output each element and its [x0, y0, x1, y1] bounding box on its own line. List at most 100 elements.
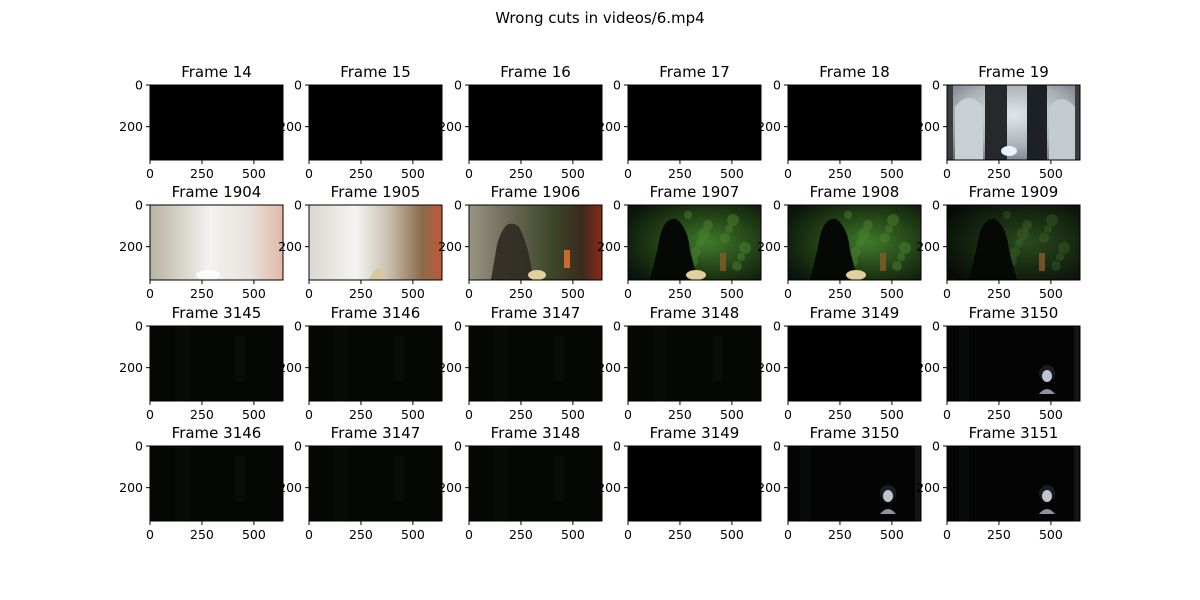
x-tick-label: 0 [305, 527, 313, 542]
frame-image [788, 85, 921, 160]
figure-title: Wrong cuts in videos/6.mp4 [495, 9, 705, 27]
frame-title: Frame 1906 [491, 183, 581, 201]
frame-image [150, 205, 283, 280]
frame-image [469, 446, 602, 521]
axes-frame [627, 204, 762, 281]
frame-title: Frame 3145 [172, 304, 262, 322]
x-tick-label: 0 [624, 166, 632, 181]
frame-image [469, 326, 602, 401]
x-tick-label: 0 [943, 407, 951, 422]
x-tick-label: 250 [190, 286, 214, 301]
x-tick-label: 250 [987, 286, 1011, 301]
frame-image [628, 446, 761, 521]
frame-image [469, 205, 602, 280]
y-tick-label: 200 [916, 480, 940, 495]
x-tick-label: 250 [509, 286, 533, 301]
axes-frame [787, 84, 922, 161]
frame-title: Frame 1909 [969, 183, 1059, 201]
y-tick-label: 0 [454, 439, 462, 454]
x-tick-label: 500 [880, 527, 904, 542]
x-tick-label: 0 [943, 286, 951, 301]
frame-title: Frame 3149 [810, 304, 900, 322]
frame-title: Frame 1908 [810, 183, 900, 201]
frame-panel: Frame 3146 0 250 500 0 200 [278, 304, 443, 422]
x-tick-label: 500 [401, 407, 425, 422]
y-tick-label: 0 [613, 198, 621, 213]
x-tick-label: 250 [668, 527, 692, 542]
frame-panel: Frame 17 0 250 500 0 200 [597, 63, 762, 181]
y-tick-label: 0 [135, 198, 143, 213]
x-tick-label: 250 [190, 527, 214, 542]
x-tick-label: 500 [720, 407, 744, 422]
frame-title: Frame 18 [819, 63, 890, 81]
x-tick-label: 250 [349, 407, 373, 422]
x-tick-label: 250 [509, 407, 533, 422]
y-tick-label: 200 [119, 119, 143, 134]
y-tick-label: 200 [916, 360, 940, 375]
y-tick-label: 0 [613, 319, 621, 334]
y-tick-label: 0 [294, 319, 302, 334]
x-tick-label: 500 [561, 527, 585, 542]
frame-image [469, 85, 602, 160]
x-tick-label: 0 [624, 407, 632, 422]
frame-title: Frame 1904 [172, 183, 262, 201]
x-tick-label: 0 [624, 286, 632, 301]
y-tick-label: 0 [932, 198, 940, 213]
x-tick-label: 500 [242, 527, 266, 542]
axes-frame [946, 445, 1081, 522]
x-tick-label: 0 [465, 286, 473, 301]
frame-image [150, 446, 283, 521]
frame-title: Frame 19 [978, 63, 1049, 81]
frame-panel: Frame 14 0 250 500 0 200 [119, 63, 284, 181]
frame-image [947, 205, 1080, 280]
frame-panel: Frame 3148 0 250 500 0 200 [438, 424, 603, 542]
x-tick-label: 0 [784, 166, 792, 181]
frame-panel: Frame 15 0 250 500 0 200 [278, 63, 443, 181]
x-tick-label: 500 [880, 166, 904, 181]
axes-frame [308, 445, 443, 522]
frame-panel: Frame 1906 0 250 500 0 200 [438, 183, 603, 301]
axes-frame [787, 325, 922, 402]
frame-panel: Frame 1909 0 250 500 0 200 [916, 183, 1081, 301]
x-tick-label: 500 [561, 407, 585, 422]
frame-title: Frame 3150 [969, 304, 1059, 322]
y-tick-label: 200 [438, 119, 462, 134]
axes-frame [946, 325, 1081, 402]
frame-panel: Frame 16 0 250 500 0 200 [438, 63, 603, 181]
frame-panel: Frame 3151 0 250 500 0 200 [916, 424, 1081, 542]
x-tick-label: 250 [987, 166, 1011, 181]
x-tick-label: 0 [146, 527, 154, 542]
y-tick-label: 200 [438, 360, 462, 375]
frame-image [947, 446, 1080, 521]
y-tick-label: 0 [613, 78, 621, 93]
y-tick-label: 200 [119, 360, 143, 375]
x-tick-label: 500 [242, 407, 266, 422]
axes-frame [468, 204, 603, 281]
x-tick-label: 0 [146, 166, 154, 181]
frame-image [309, 326, 442, 401]
x-tick-label: 0 [305, 166, 313, 181]
frame-image [788, 446, 921, 521]
x-tick-label: 500 [1039, 166, 1063, 181]
frame-title: Frame 17 [659, 63, 730, 81]
x-tick-label: 0 [784, 407, 792, 422]
x-tick-label: 500 [561, 166, 585, 181]
y-tick-label: 200 [597, 360, 621, 375]
frame-title: Frame 14 [181, 63, 252, 81]
frame-image [628, 205, 761, 280]
frame-panel: Frame 1907 0 250 500 0 200 [597, 183, 762, 301]
y-tick-label: 0 [773, 439, 781, 454]
x-tick-label: 500 [720, 527, 744, 542]
axes-frame [946, 204, 1081, 281]
frame-image [150, 85, 283, 160]
y-tick-label: 200 [757, 119, 781, 134]
x-tick-label: 500 [720, 166, 744, 181]
x-tick-label: 500 [401, 286, 425, 301]
x-tick-label: 0 [305, 286, 313, 301]
y-tick-label: 200 [278, 239, 302, 254]
y-tick-label: 0 [135, 439, 143, 454]
frame-image [150, 326, 283, 401]
frame-title: Frame 3151 [969, 424, 1059, 442]
axes-frame [468, 445, 603, 522]
frame-image [947, 85, 1080, 160]
